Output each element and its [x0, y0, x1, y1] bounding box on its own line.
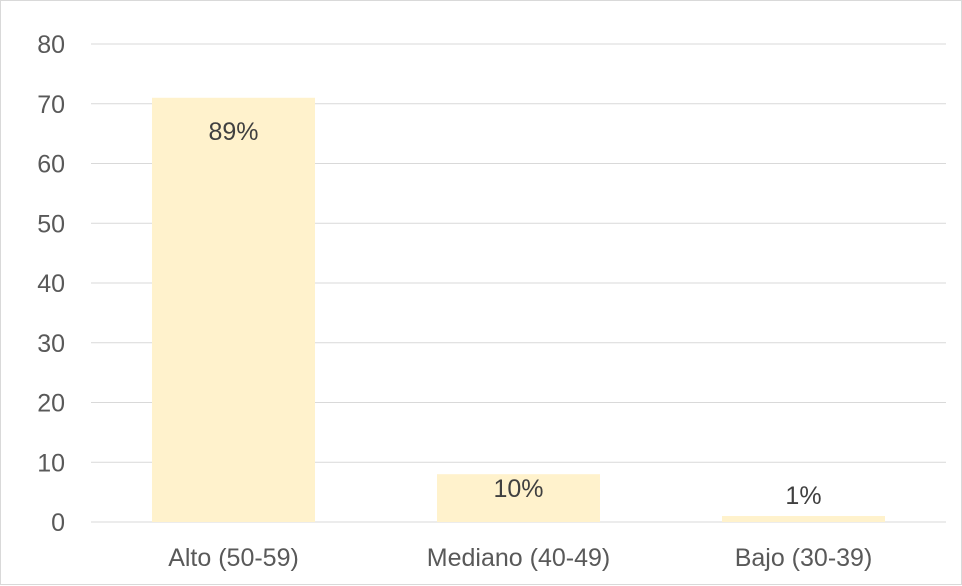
y-tick-label-20: 20	[37, 390, 65, 418]
x-category-label-3: Bajo (30-39)	[735, 544, 873, 572]
data-label-1: 89%	[208, 118, 258, 146]
bar-2	[437, 474, 600, 522]
y-tick-label-50: 50	[37, 210, 65, 238]
y-tick-label-70: 70	[37, 91, 65, 119]
y-tick-label-60: 60	[37, 151, 65, 179]
y-tick-label-10: 10	[37, 449, 65, 477]
y-tick-label-80: 80	[37, 31, 65, 59]
y-tick-label-30: 30	[37, 330, 65, 358]
y-axis-tick-labels: 0 10 20 30 40 50 60 70 80	[37, 31, 65, 537]
data-label-2: 10%	[493, 475, 543, 503]
x-category-label-1: Alto (50-59)	[168, 544, 299, 572]
data-labels: 89% 10% 1%	[208, 118, 821, 510]
y-tick-label-40: 40	[37, 270, 65, 298]
x-axis-category-labels: Alto (50-59) Mediano (40-49) Bajo (30-39)	[168, 544, 872, 572]
x-category-label-2: Mediano (40-49)	[427, 544, 610, 572]
data-label-3: 1%	[785, 482, 821, 510]
y-tick-label-0: 0	[51, 509, 65, 537]
bars	[152, 97, 885, 523]
bar-1	[152, 97, 315, 523]
bar-3	[722, 516, 885, 522]
